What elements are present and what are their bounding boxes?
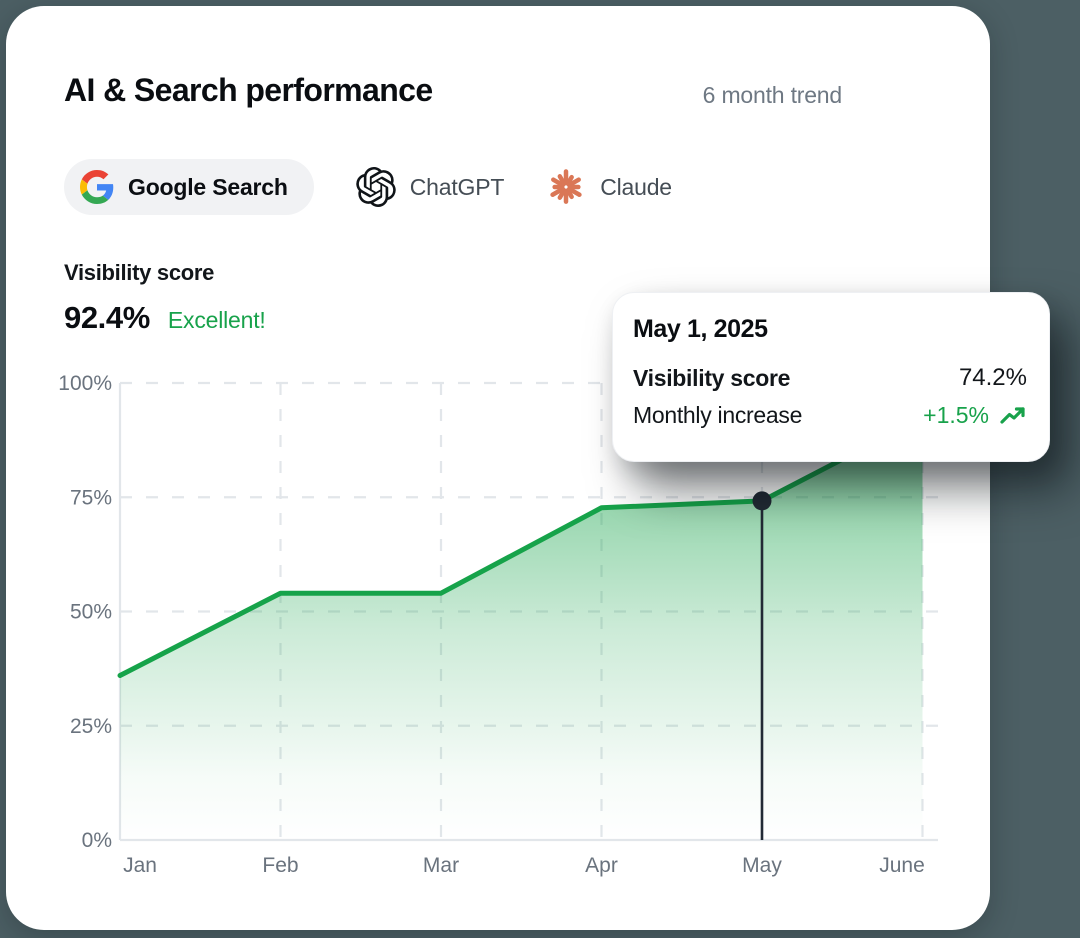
- x-tick-label: Apr: [585, 854, 618, 877]
- trend-period-label: 6 month trend: [702, 82, 843, 108]
- visibility-score-status: Excellent!: [167, 307, 266, 333]
- chart-tooltip: May 1, 2025 Visibility score 74.2% Month…: [612, 292, 1050, 462]
- y-tick-label: 25%: [70, 715, 112, 738]
- trending-up-icon: [999, 405, 1027, 427]
- marker-dot[interactable]: [752, 491, 772, 511]
- y-tick-label: 50%: [70, 601, 112, 624]
- page-title: AI & Search performance: [64, 72, 433, 108]
- google-logo-icon: [80, 170, 114, 204]
- tab-google-search[interactable]: Google Search: [64, 159, 314, 215]
- y-tick-label: 100%: [58, 372, 112, 395]
- y-tick-label: 75%: [70, 486, 112, 509]
- tab-chatgpt-label: ChatGPT: [409, 173, 505, 200]
- visibility-score-value: 92.4%: [64, 300, 150, 335]
- visibility-score-label: Visibility score: [64, 260, 215, 285]
- x-tick-label: May: [742, 854, 782, 877]
- tooltip-visibility-value: 74.2%: [958, 364, 1027, 391]
- x-tick-label: Feb: [262, 854, 298, 877]
- visibility-score-block: Visibility score 92.4% Excellent!: [64, 260, 266, 336]
- claude-logo-icon: [546, 167, 586, 207]
- x-tick-label: June: [879, 854, 925, 877]
- chatgpt-logo-icon: [356, 167, 396, 207]
- x-tick-label: Mar: [423, 854, 459, 877]
- area-fill: [120, 417, 923, 840]
- tab-claude-label: Claude: [600, 173, 672, 200]
- tab-claude[interactable]: Claude: [546, 167, 672, 207]
- tooltip-increase-label: Monthly increase: [633, 402, 803, 428]
- tooltip-visibility-label: Visibility score: [633, 364, 791, 391]
- trend-line: [117, 415, 925, 678]
- tab-google-search-label: Google Search: [128, 173, 288, 200]
- source-tabs: Google Search ChatGPT Claude: [64, 158, 672, 216]
- tab-chatgpt[interactable]: ChatGPT: [356, 167, 504, 207]
- y-tick-label: 0%: [82, 829, 112, 852]
- tooltip-date: May 1, 2025: [633, 315, 768, 343]
- tooltip-increase-value: +1.5%: [923, 402, 989, 428]
- x-tick-label: Jan: [123, 854, 157, 877]
